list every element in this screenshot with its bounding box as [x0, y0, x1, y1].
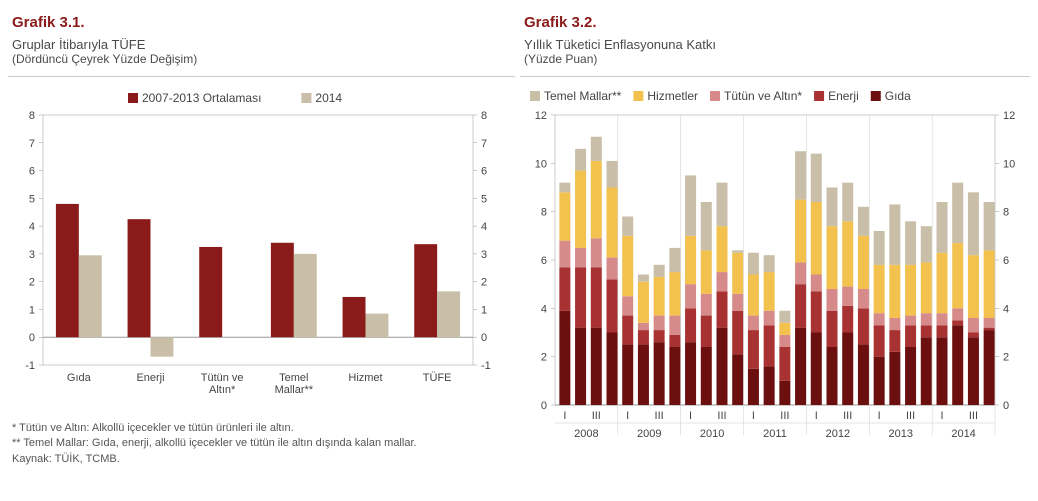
footnote-1: * Tütün ve Altın: Alkollü içecekler ve t… [12, 421, 511, 436]
svg-text:6: 6 [481, 166, 487, 178]
svg-text:2009: 2009 [637, 428, 661, 440]
svg-text:III: III [906, 410, 915, 422]
chart2-title-block: Grafik 3.2. Yıllık Tüketici Enflasyonuna… [520, 8, 1030, 77]
chart1-svg: 2007-2013 Ortalaması 2014 -1 -1 0 0 1 1 2 2 3 3 4 4 5 5… [8, 85, 508, 415]
svg-text:12: 12 [535, 110, 547, 122]
svg-text:0: 0 [29, 332, 35, 344]
svg-text:2: 2 [1003, 352, 1009, 364]
svg-text:8: 8 [29, 110, 35, 122]
footnotes: * Tütün ve Altın: Alkollü içecekler ve t… [8, 415, 515, 469]
svg-text:Gıda: Gıda [885, 89, 911, 103]
svg-text:2014: 2014 [315, 91, 342, 105]
svg-text:7: 7 [29, 138, 35, 150]
chart2-subtitle2: (Yüzde Puan) [524, 52, 1026, 66]
svg-text:4: 4 [1003, 303, 1009, 315]
svg-text:2: 2 [541, 352, 547, 364]
chart1-subtitle: Gruplar İtibarıyla TÜFE [12, 37, 511, 52]
chart1-area: 2007-2013 Ortalaması 2014 -1 -1 0 0 1 1 2 2 3 3 4 4 5 5… [8, 85, 515, 415]
chart2-subtitle: Yıllık Tüketici Enflasyonuna Katkı [524, 37, 1026, 52]
svg-text:1: 1 [481, 304, 487, 316]
svg-text:6: 6 [29, 166, 35, 178]
svg-text:Hizmet: Hizmet [348, 372, 382, 384]
svg-text:Temel Mallar**: Temel Mallar** [544, 89, 622, 103]
svg-text:2007-2013 Ortalaması: 2007-2013 Ortalaması [142, 91, 261, 105]
svg-text:Mallar**: Mallar** [275, 384, 314, 396]
svg-text:6: 6 [1003, 255, 1009, 267]
chart1-title: Grafik 3.1. [12, 14, 511, 31]
svg-text:III: III [843, 410, 852, 422]
svg-text:I: I [815, 410, 818, 422]
svg-text:III: III [969, 410, 978, 422]
svg-text:-1: -1 [481, 360, 491, 372]
chart2-panel: Grafik 3.2. Yıllık Tüketici Enflasyonuna… [520, 8, 1030, 469]
chart1-subtitle2: (Dördüncü Çeyrek Yüzde Değişim) [12, 52, 511, 66]
svg-text:0: 0 [541, 400, 547, 412]
svg-text:5: 5 [29, 193, 35, 205]
svg-text:2008: 2008 [574, 428, 598, 440]
chart2-area: Temel Mallar** Hizmetler Tütün ve Altın* En… [520, 85, 1030, 455]
svg-text:8: 8 [1003, 207, 1009, 219]
svg-text:I: I [563, 410, 566, 422]
svg-text:Gıda: Gıda [67, 372, 92, 384]
svg-text:Tütün ve Altın*: Tütün ve Altın* [724, 89, 802, 103]
svg-text:10: 10 [1003, 158, 1015, 170]
svg-text:7: 7 [481, 138, 487, 150]
svg-text:12: 12 [1003, 110, 1015, 122]
charts-container: Grafik 3.1. Gruplar İtibarıyla TÜFE (Dör… [0, 0, 1038, 477]
svg-text:-1: -1 [25, 360, 35, 372]
svg-text:III: III [717, 410, 726, 422]
svg-text:6: 6 [541, 255, 547, 267]
svg-text:4: 4 [29, 221, 35, 233]
svg-text:2012: 2012 [826, 428, 850, 440]
chart2-title: Grafik 3.2. [524, 14, 1026, 31]
svg-text:Hizmetler: Hizmetler [647, 89, 698, 103]
svg-text:TÜFE: TÜFE [423, 372, 452, 384]
svg-text:5: 5 [481, 193, 487, 205]
footnote-source: Kaynak: TÜİK, TCMB. [12, 452, 511, 467]
svg-text:Enerji: Enerji [136, 372, 164, 384]
svg-text:I: I [878, 410, 881, 422]
svg-text:I: I [689, 410, 692, 422]
svg-text:I: I [626, 410, 629, 422]
svg-text:Tütün ve: Tütün ve [201, 372, 244, 384]
svg-text:1: 1 [29, 304, 35, 316]
svg-text:I: I [752, 410, 755, 422]
svg-text:4: 4 [481, 221, 487, 233]
svg-text:10: 10 [535, 158, 547, 170]
svg-text:I: I [940, 410, 943, 422]
svg-text:3: 3 [29, 249, 35, 261]
svg-text:Temel: Temel [279, 372, 308, 384]
svg-text:8: 8 [481, 110, 487, 122]
footnote-2: ** Temel Mallar: Gıda, enerji, alkollü i… [12, 436, 511, 451]
svg-text:2: 2 [481, 277, 487, 289]
svg-text:III: III [655, 410, 664, 422]
svg-text:2013: 2013 [888, 428, 912, 440]
svg-text:III: III [780, 410, 789, 422]
chart1-title-block: Grafik 3.1. Gruplar İtibarıyla TÜFE (Dör… [8, 8, 515, 77]
svg-text:2014: 2014 [951, 428, 975, 440]
svg-text:III: III [592, 410, 601, 422]
svg-text:2011: 2011 [763, 428, 787, 440]
svg-text:8: 8 [541, 207, 547, 219]
svg-text:0: 0 [1003, 400, 1009, 412]
chart2-svg: Temel Mallar** Hizmetler Tütün ve Altın* En… [520, 85, 1030, 455]
svg-text:Enerji: Enerji [828, 89, 859, 103]
svg-text:0: 0 [481, 332, 487, 344]
svg-text:4: 4 [541, 303, 547, 315]
svg-text:3: 3 [481, 249, 487, 261]
chart1-panel: Grafik 3.1. Gruplar İtibarıyla TÜFE (Dör… [8, 8, 515, 469]
svg-text:2010: 2010 [700, 428, 724, 440]
svg-text:2: 2 [29, 277, 35, 289]
svg-text:Altın*: Altın* [209, 384, 236, 396]
